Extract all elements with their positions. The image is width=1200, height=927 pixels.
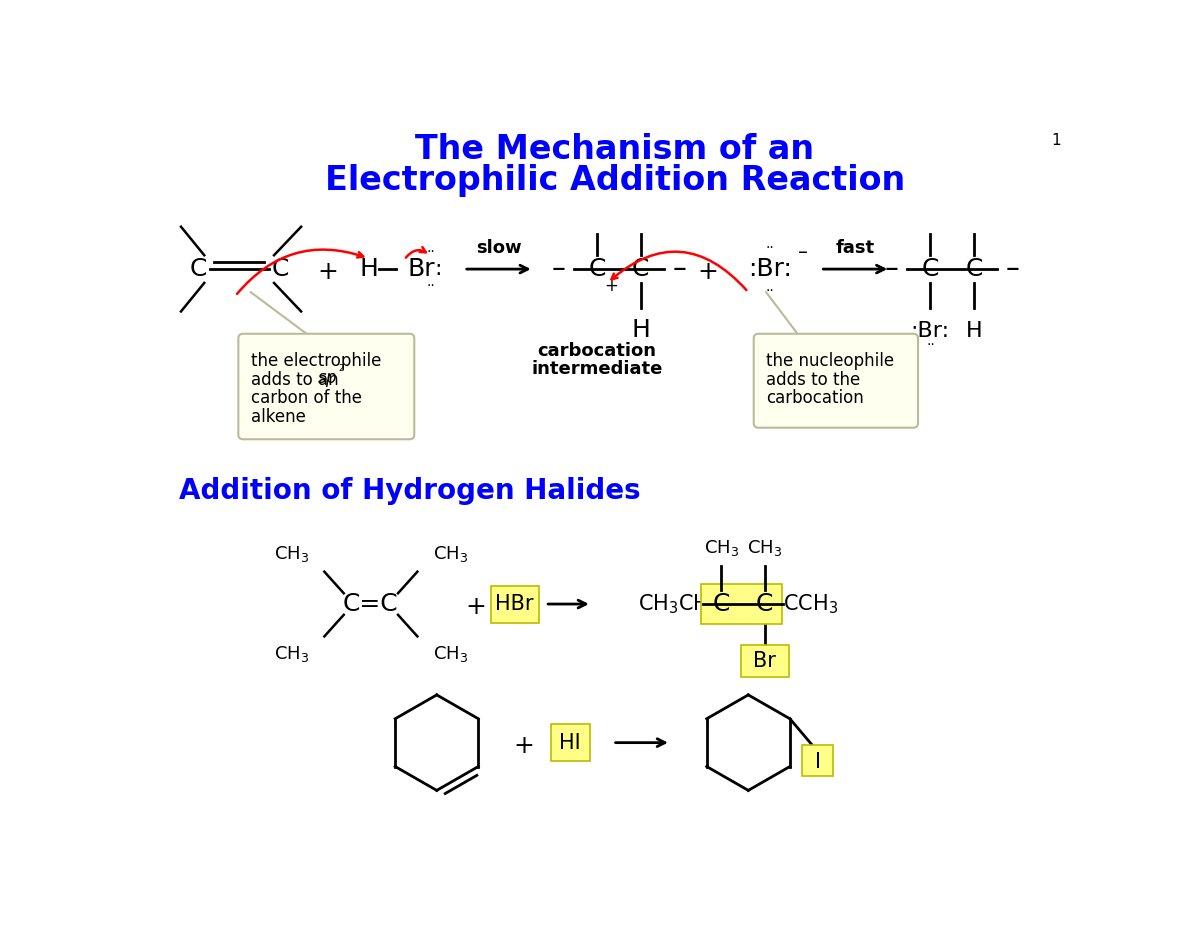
Text: –: – [672,255,686,283]
Text: –: – [1006,255,1020,283]
Text: Br: Br [407,257,434,281]
Text: :: : [434,259,442,279]
Text: +: + [514,733,534,757]
Text: C: C [632,257,649,281]
Text: :Br:: :Br: [748,257,792,281]
FancyBboxPatch shape [803,745,833,776]
Text: alkene: alkene [251,408,306,425]
Text: $\mathrm{CH_3}$: $\mathrm{CH_3}$ [433,644,468,664]
Text: HI: HI [559,732,581,753]
Text: Addition of Hydrogen Halides: Addition of Hydrogen Halides [180,477,641,505]
Text: ··: ·· [426,279,434,293]
Text: the electrophile: the electrophile [251,352,382,370]
Text: C: C [756,592,773,616]
Text: +: + [318,260,338,285]
Text: $\mathrm{CH_3}$: $\mathrm{CH_3}$ [274,644,308,664]
Text: adds to an: adds to an [251,371,343,388]
Text: Electrophilic Addition Reaction: Electrophilic Addition Reaction [325,163,905,197]
Text: adds to the: adds to the [766,371,860,388]
Text: H: H [359,257,378,281]
Text: $^2$: $^2$ [337,364,344,377]
Text: C: C [965,257,983,281]
Text: carbon of the: carbon of the [251,389,361,407]
Text: H: H [966,322,982,341]
Text: :Br:: :Br: [911,322,950,341]
Text: HBr: HBr [496,594,534,614]
Text: ··: ·· [766,284,774,298]
Text: $\mathrm{CH_3}$: $\mathrm{CH_3}$ [433,544,468,564]
Text: $sp$: $sp$ [317,371,338,388]
Text: $\mathrm{CH_3CH}$: $\mathrm{CH_3CH}$ [638,592,709,616]
FancyBboxPatch shape [552,724,590,761]
Text: +: + [697,260,719,285]
Text: carbocation: carbocation [766,389,864,407]
Text: The Mechanism of an: The Mechanism of an [415,133,815,166]
Text: –: – [798,243,808,261]
Text: $\mathrm{CH_3}$: $\mathrm{CH_3}$ [703,538,739,558]
Text: I: I [815,752,821,772]
Text: 1: 1 [1051,133,1061,147]
Text: C=C: C=C [343,592,398,616]
Text: fast: fast [835,239,875,257]
Text: slow: slow [476,239,522,257]
Text: C: C [588,257,606,281]
FancyBboxPatch shape [742,645,790,678]
Text: Br: Br [754,651,776,671]
Text: $\mathrm{CCH_3}$: $\mathrm{CCH_3}$ [784,592,839,616]
Text: +: + [604,277,618,295]
Text: $\mathrm{CH_3}$: $\mathrm{CH_3}$ [274,544,308,564]
FancyBboxPatch shape [701,584,781,624]
FancyBboxPatch shape [754,334,918,427]
Text: +: + [466,595,486,619]
Text: C: C [713,592,730,616]
Text: the nucleophile: the nucleophile [766,352,894,370]
Text: intermediate: intermediate [532,360,662,378]
FancyBboxPatch shape [239,334,414,439]
FancyBboxPatch shape [491,586,539,623]
Text: –: – [552,255,565,283]
Text: ··: ·· [426,245,434,260]
Text: ··: ·· [926,338,935,352]
Text: –: – [884,255,899,283]
Text: H: H [631,318,650,342]
Text: ··: ·· [766,240,774,255]
Text: C: C [922,257,940,281]
Text: C: C [271,257,289,281]
Text: C: C [190,257,206,281]
Text: $\mathrm{CH_3}$: $\mathrm{CH_3}$ [746,538,782,558]
Text: carbocation: carbocation [538,342,656,361]
